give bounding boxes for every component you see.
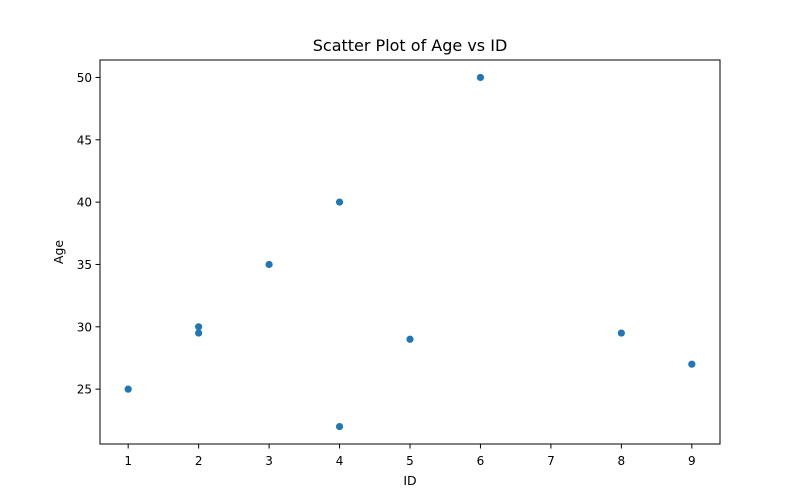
x-tick-label: 5 xyxy=(406,454,414,468)
x-tick-label: 9 xyxy=(688,454,696,468)
y-tick-label: 50 xyxy=(77,71,92,85)
scatter-point xyxy=(688,360,696,368)
x-tick-label: 3 xyxy=(265,454,273,468)
data-points xyxy=(124,73,696,431)
scatter-point xyxy=(476,73,485,82)
y-axis-label: Age xyxy=(51,240,66,264)
plot-frame xyxy=(99,59,721,445)
x-axis-label: ID xyxy=(403,473,416,488)
x-tick-label: 2 xyxy=(195,454,203,468)
x-tick-label: 7 xyxy=(547,454,555,468)
chart-title: Scatter Plot of Age vs ID xyxy=(313,36,508,55)
scatter-point xyxy=(265,260,273,269)
scatter-point xyxy=(195,329,203,337)
scatter-point xyxy=(124,385,132,393)
x-tick-label: 1 xyxy=(124,454,132,468)
scatter-point xyxy=(335,198,344,206)
x-axis-ticks: 1 2 3 4 5 6 7 8 9 xyxy=(124,444,696,468)
y-tick-label: 30 xyxy=(77,320,92,334)
x-tick-label: 8 xyxy=(618,454,626,468)
scatter-point xyxy=(617,329,625,337)
y-tick-label: 45 xyxy=(77,133,92,147)
y-tick-label: 40 xyxy=(77,196,92,210)
scatter-point xyxy=(195,323,203,331)
y-tick-label: 35 xyxy=(77,258,92,272)
scatter-point xyxy=(335,422,344,431)
y-tick-label: 25 xyxy=(77,383,92,397)
scatter-point xyxy=(406,335,414,343)
x-tick-label: 6 xyxy=(477,454,485,468)
y-axis-ticks: 25 30 35 40 45 50 xyxy=(77,71,100,397)
x-tick-label: 4 xyxy=(336,454,344,468)
